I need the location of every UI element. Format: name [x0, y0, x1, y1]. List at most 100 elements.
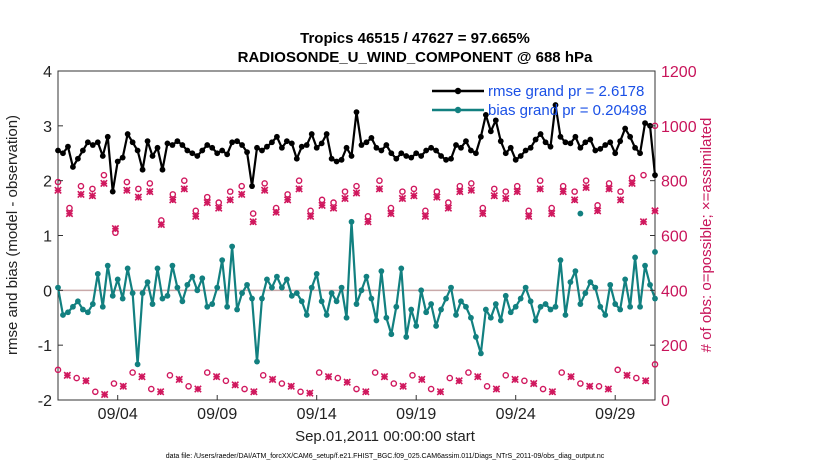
bias-point	[353, 301, 360, 307]
obs-assimilated-marker	[433, 193, 441, 201]
obs-possible-marker	[651, 361, 659, 368]
obs-assimilated-marker	[77, 190, 85, 199]
obs-possible-marker	[410, 185, 418, 193]
obs-assimilated-marker	[226, 196, 234, 204]
obs-assimilated-marker	[54, 186, 62, 195]
bias-point	[393, 303, 400, 310]
bias-point	[408, 306, 415, 313]
rmse-point	[353, 109, 360, 116]
bias-point	[458, 298, 464, 305]
bias-point	[298, 298, 305, 305]
bias-point	[89, 301, 96, 307]
obs-assimilated-marker	[623, 371, 631, 380]
bias-point	[542, 301, 549, 307]
obs-assimilated-marker	[343, 378, 351, 386]
bias-point	[612, 301, 619, 307]
bias-point	[109, 292, 116, 299]
rmse-point	[75, 155, 81, 162]
chart-title-line1: Tropics 46515 / 47627 = 97.665%	[300, 30, 530, 47]
obs-possible-marker	[146, 180, 154, 187]
y-left-tick-label: 1	[43, 229, 52, 246]
obs-possible-marker	[536, 177, 544, 184]
rmse-point	[592, 147, 599, 154]
bias-point	[338, 284, 345, 291]
rmse-point	[79, 147, 86, 154]
obs-assimilated-marker	[192, 212, 200, 221]
legend-rmse-marker	[454, 87, 462, 95]
rmse-point	[234, 138, 241, 145]
obs-assimilated-marker	[492, 385, 501, 393]
obs-assimilated-marker	[146, 187, 154, 196]
rmse-point	[169, 142, 176, 148]
bias-point	[159, 295, 166, 302]
bias-point	[497, 317, 504, 324]
rmse-point	[249, 183, 255, 190]
obs-possible-marker	[226, 188, 234, 195]
bias-point	[522, 284, 529, 291]
rmse-point	[507, 144, 514, 151]
obs-possible-marker	[582, 177, 590, 184]
rmse-point	[323, 131, 330, 137]
bias-point	[418, 287, 425, 294]
rmse-point	[642, 120, 648, 126]
bias-point	[572, 268, 579, 275]
rmse-point	[552, 102, 559, 108]
y-right-tick-label: 400	[661, 283, 688, 300]
obs-possible-marker	[483, 382, 491, 390]
bias-point	[423, 309, 430, 316]
x-tick-label: 09/04	[98, 406, 138, 423]
obs-assimilated-marker	[605, 185, 613, 193]
bias-point	[84, 309, 91, 316]
bias-point	[383, 314, 390, 321]
bias-point	[438, 306, 444, 313]
rmse-point	[84, 139, 91, 146]
obs-possible-marker	[278, 380, 286, 387]
bias-point	[199, 275, 206, 282]
rmse-point	[373, 144, 380, 151]
rmse-point	[627, 133, 634, 140]
bias-point	[348, 218, 355, 225]
bias-point	[174, 284, 181, 291]
rmse-point	[492, 117, 499, 124]
rmse-point	[532, 136, 539, 143]
bias-point	[567, 279, 574, 286]
obs-assimilated-marker	[362, 388, 370, 396]
obs-assimilated-marker	[169, 196, 177, 204]
bias-series	[55, 210, 658, 368]
bias-point	[114, 276, 121, 283]
rmse-point	[572, 133, 579, 140]
obs-possible-marker	[180, 177, 188, 184]
obs-assimilated-marker	[180, 185, 189, 193]
y-right-tick-label: 200	[661, 338, 688, 355]
legend-bias-marker	[454, 106, 462, 114]
obs-assimilated-marker	[410, 191, 418, 200]
bias-point	[60, 312, 66, 318]
obs-assimilated-marker	[134, 193, 143, 201]
bias-point	[94, 270, 101, 277]
obs-assimilated-marker	[306, 389, 314, 397]
obs-possible-marker	[502, 372, 510, 379]
obs-assimilated-marker	[156, 388, 165, 396]
obs-assimilated-marker	[194, 385, 202, 393]
rmse-point	[204, 142, 211, 148]
obs-possible-marker	[166, 372, 174, 379]
rmse-point	[547, 143, 554, 150]
obs-assimilated-marker	[272, 208, 280, 216]
obs-assimilated-marker	[295, 185, 303, 193]
rmse-point	[174, 138, 181, 145]
obs-assimilated-marker	[380, 372, 389, 381]
obs-assimilated-marker	[547, 209, 556, 218]
rmse-point	[418, 153, 425, 159]
bias-point	[587, 279, 594, 286]
plot-area	[57, 70, 656, 401]
bias-point	[592, 284, 599, 291]
bias-point	[552, 303, 559, 310]
obs-assimilated-marker	[436, 388, 445, 396]
rmse-point	[189, 150, 196, 157]
obs-possible-marker	[571, 188, 578, 195]
bias-point	[55, 284, 61, 291]
bias-point	[602, 312, 609, 318]
bias-point	[234, 306, 241, 313]
obs-assimilated-marker	[639, 218, 648, 226]
